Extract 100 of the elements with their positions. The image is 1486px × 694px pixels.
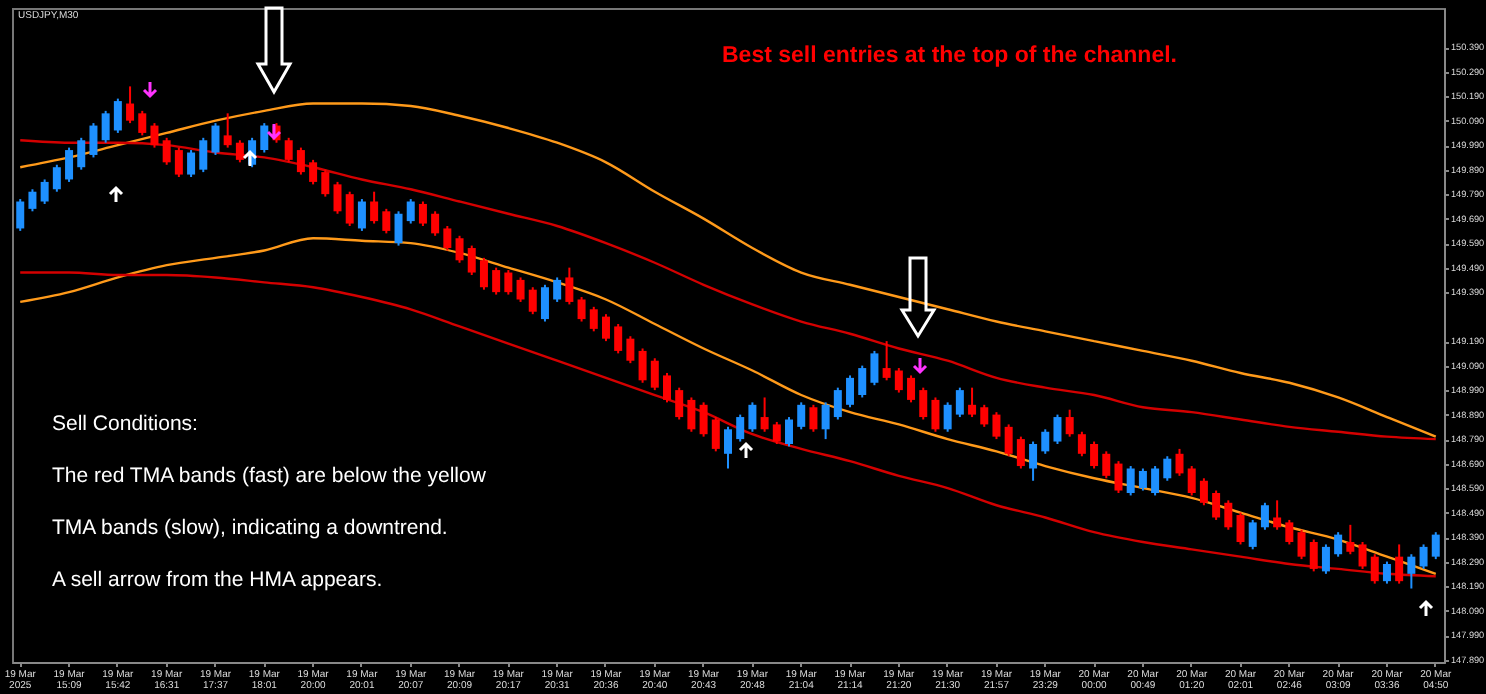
candlestick — [809, 403, 818, 433]
candlestick — [724, 425, 732, 470]
candlestick — [1041, 428, 1050, 455]
candlestick — [296, 146, 305, 176]
candlestick — [601, 313, 610, 343]
candlestick — [992, 411, 1001, 441]
candlestick — [309, 158, 318, 186]
candlestick — [711, 416, 720, 453]
candlestick — [1016, 435, 1025, 470]
candlestick — [1212, 489, 1221, 521]
candlestick — [1199, 477, 1208, 507]
candlestick — [174, 146, 183, 179]
candlestick — [394, 210, 403, 247]
candlestick — [1285, 518, 1294, 546]
candlestick — [138, 109, 147, 137]
candlestick — [1395, 543, 1404, 585]
annotation: Sell Conditions: — [52, 412, 198, 436]
candlestick — [846, 374, 855, 409]
candlestick — [333, 180, 342, 215]
candlestick — [1065, 408, 1074, 438]
candlestick — [1114, 460, 1123, 494]
candlestick — [1029, 440, 1038, 482]
candlestick — [650, 357, 659, 392]
candlestick — [492, 266, 501, 296]
candlestick — [516, 276, 525, 303]
candlestick — [797, 401, 806, 431]
candlestick — [931, 396, 940, 433]
candlestick — [1151, 465, 1160, 497]
candlestick — [870, 349, 879, 387]
candlestick — [858, 364, 867, 399]
candlestick — [577, 296, 586, 323]
candlestick — [919, 386, 928, 421]
candlestick — [626, 335, 635, 365]
candlestick — [223, 112, 232, 149]
candlestick — [1370, 553, 1379, 585]
candlestick — [345, 190, 354, 227]
candlestick — [284, 136, 293, 164]
candlestick — [1236, 511, 1245, 546]
candlestick — [980, 403, 989, 428]
candlestick — [1004, 423, 1013, 458]
candlestick — [162, 136, 171, 166]
candlestick — [760, 396, 769, 433]
candlestick — [126, 85, 135, 125]
candlestick — [699, 401, 708, 438]
candlestick — [467, 244, 476, 276]
candlestick — [687, 396, 696, 433]
candlestick — [1358, 540, 1367, 570]
candlestick — [1382, 560, 1391, 585]
candlestick — [113, 97, 122, 134]
candlestick — [1346, 523, 1355, 556]
candlestick — [675, 386, 684, 421]
candlestick — [1260, 501, 1269, 531]
candlestick — [1077, 430, 1086, 458]
candlestick — [479, 256, 488, 291]
candlestick — [382, 207, 391, 235]
candlestick — [150, 122, 159, 149]
candlestick — [589, 305, 598, 333]
candlestick — [1334, 531, 1343, 558]
candlestick — [553, 276, 562, 303]
candlestick — [1273, 499, 1282, 531]
candlestick — [16, 198, 25, 232]
candlestick — [565, 266, 574, 306]
candlestick — [65, 146, 74, 183]
candlestick — [1138, 467, 1147, 492]
candlestick — [736, 413, 745, 443]
candlestick — [1053, 413, 1062, 445]
candlestick — [406, 198, 415, 225]
candlestick — [455, 234, 464, 264]
candlestick — [28, 188, 37, 213]
candlestick — [101, 109, 110, 144]
candlestick — [1090, 440, 1099, 470]
annotation: TMA bands (slow), indicating a downtrend. — [52, 516, 448, 540]
candlestick — [528, 286, 537, 316]
candlestick — [1297, 528, 1306, 561]
candlestick — [370, 190, 379, 225]
candlestick — [89, 122, 98, 159]
candlestick — [1407, 553, 1416, 590]
candlestick — [1102, 450, 1111, 480]
candlestick — [614, 322, 623, 355]
annotation: Best sell entries at the top of the channel. — [722, 44, 1177, 68]
candlestick — [504, 269, 513, 296]
candlestick — [431, 210, 440, 237]
candlestick — [785, 416, 794, 448]
candlestick — [662, 371, 671, 404]
candlestick — [955, 386, 964, 419]
annotation: The red TMA bands (fast) are below the yellow — [52, 464, 487, 488]
annotation: A sell arrow from the HMA appears. — [52, 568, 383, 592]
candlestick — [1175, 447, 1184, 477]
candlestick — [443, 225, 452, 252]
candlestick — [211, 122, 220, 156]
candlestick — [1224, 499, 1233, 531]
candlestick — [235, 139, 244, 164]
candlestick — [833, 386, 842, 421]
candlestick — [748, 401, 757, 433]
candlestick — [321, 168, 330, 198]
candlestick — [1321, 543, 1330, 575]
candlestick — [418, 200, 427, 227]
candlestick — [260, 122, 269, 154]
candlestick — [77, 136, 86, 171]
candlestick — [1126, 465, 1135, 497]
